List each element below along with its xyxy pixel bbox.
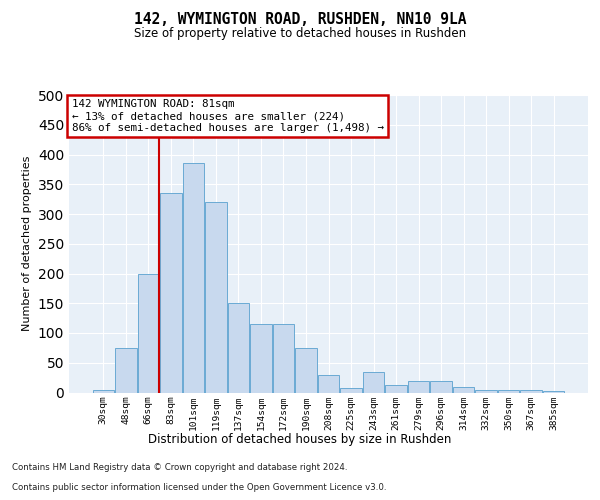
Bar — [92, 390, 114, 392]
Y-axis label: Number of detached properties: Number of detached properties — [22, 156, 32, 332]
Bar — [453, 386, 475, 392]
Bar — [273, 324, 294, 392]
Bar — [250, 324, 272, 392]
Bar — [520, 390, 542, 392]
Bar — [498, 390, 520, 392]
Bar — [295, 348, 317, 393]
Bar — [228, 303, 249, 392]
Text: Distribution of detached houses by size in Rushden: Distribution of detached houses by size … — [148, 432, 452, 446]
Text: 142 WYMINGTON ROAD: 81sqm
← 13% of detached houses are smaller (224)
86% of semi: 142 WYMINGTON ROAD: 81sqm ← 13% of detac… — [71, 100, 383, 132]
Text: Contains HM Land Registry data © Crown copyright and database right 2024.: Contains HM Land Registry data © Crown c… — [12, 464, 347, 472]
Bar — [363, 372, 384, 392]
Bar — [115, 348, 137, 393]
Bar — [340, 388, 362, 392]
Text: Contains public sector information licensed under the Open Government Licence v3: Contains public sector information licen… — [12, 484, 386, 492]
Text: 142, WYMINGTON ROAD, RUSHDEN, NN10 9LA: 142, WYMINGTON ROAD, RUSHDEN, NN10 9LA — [134, 12, 466, 28]
Bar — [318, 374, 339, 392]
Bar — [182, 164, 204, 392]
Bar — [137, 274, 159, 392]
Bar — [430, 380, 452, 392]
Bar — [385, 386, 407, 392]
Bar — [160, 193, 182, 392]
Bar — [475, 390, 497, 392]
Bar — [205, 202, 227, 392]
Bar — [408, 380, 429, 392]
Text: Size of property relative to detached houses in Rushden: Size of property relative to detached ho… — [134, 28, 466, 40]
